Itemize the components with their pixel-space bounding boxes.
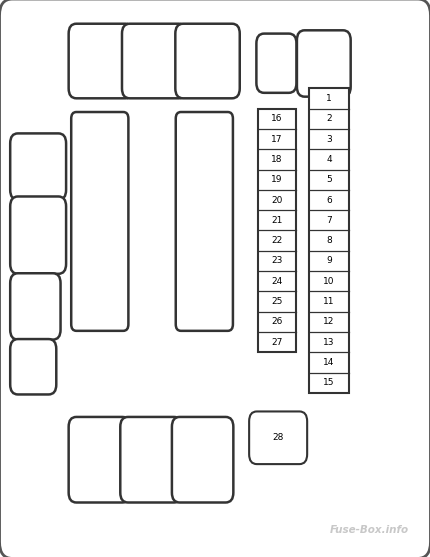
- Text: 20: 20: [271, 196, 283, 204]
- Text: 17: 17: [271, 135, 283, 144]
- Text: 15: 15: [323, 378, 335, 387]
- Text: 10: 10: [323, 277, 335, 286]
- FancyBboxPatch shape: [256, 33, 297, 93]
- FancyBboxPatch shape: [172, 417, 233, 502]
- Bar: [258, 109, 296, 352]
- Text: 25: 25: [271, 297, 283, 306]
- Text: 22: 22: [271, 236, 283, 245]
- Text: 24: 24: [271, 277, 283, 286]
- FancyBboxPatch shape: [10, 339, 56, 394]
- Text: 28: 28: [273, 433, 284, 442]
- Text: 5: 5: [326, 175, 332, 184]
- Text: 12: 12: [323, 317, 335, 326]
- Text: 27: 27: [271, 338, 283, 346]
- Text: 7: 7: [326, 216, 332, 225]
- Text: 2: 2: [326, 114, 332, 123]
- FancyBboxPatch shape: [122, 24, 187, 98]
- Text: 3: 3: [326, 135, 332, 144]
- FancyBboxPatch shape: [69, 417, 130, 502]
- FancyBboxPatch shape: [120, 417, 182, 502]
- Text: 19: 19: [271, 175, 283, 184]
- FancyBboxPatch shape: [175, 24, 240, 98]
- Text: Fuse-Box.info: Fuse-Box.info: [330, 525, 409, 535]
- Text: 16: 16: [271, 114, 283, 123]
- Text: 4: 4: [326, 155, 332, 164]
- FancyBboxPatch shape: [71, 112, 129, 331]
- Bar: [309, 89, 350, 393]
- Text: 26: 26: [271, 317, 283, 326]
- FancyBboxPatch shape: [10, 134, 66, 200]
- Text: 9: 9: [326, 256, 332, 266]
- Text: 1: 1: [326, 94, 332, 103]
- Text: 8: 8: [326, 236, 332, 245]
- Text: 13: 13: [323, 338, 335, 346]
- FancyBboxPatch shape: [176, 112, 233, 331]
- Text: 21: 21: [271, 216, 283, 225]
- FancyBboxPatch shape: [10, 273, 61, 340]
- Text: 18: 18: [271, 155, 283, 164]
- Text: 23: 23: [271, 256, 283, 266]
- Text: 11: 11: [323, 297, 335, 306]
- Text: 14: 14: [323, 358, 335, 367]
- FancyBboxPatch shape: [249, 412, 307, 464]
- Text: 6: 6: [326, 196, 332, 204]
- FancyBboxPatch shape: [10, 197, 66, 274]
- FancyBboxPatch shape: [297, 30, 351, 97]
- FancyBboxPatch shape: [69, 24, 133, 98]
